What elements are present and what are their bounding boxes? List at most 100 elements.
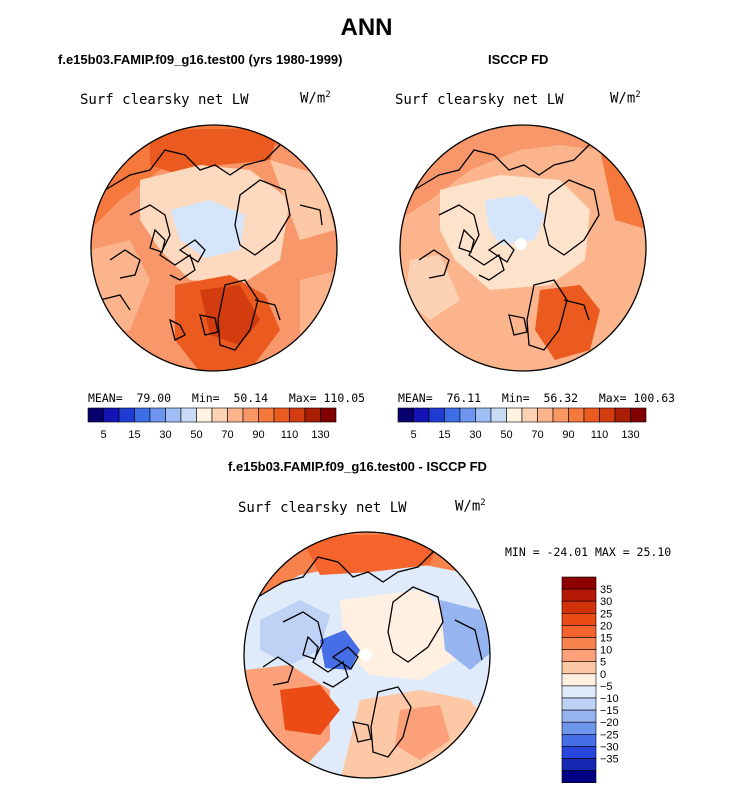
diff-pole-hole bbox=[360, 649, 372, 661]
colorbar-swatch bbox=[149, 407, 166, 423]
colorbar-swatch bbox=[165, 407, 182, 423]
colorbar-tick-label: −35 bbox=[600, 754, 619, 766]
colorbar-tick-label: −20 bbox=[600, 717, 619, 729]
colorbar-tick-label: −5 bbox=[600, 681, 613, 693]
colorbar-swatch bbox=[561, 600, 597, 614]
colorbar-swatch bbox=[561, 661, 597, 675]
colorbar-swatch bbox=[304, 407, 321, 423]
diff-coastlines bbox=[257, 546, 483, 758]
colorbar-obs: 5 15 30 50 70 90 110 130 bbox=[397, 407, 647, 441]
colorbar-swatch bbox=[211, 407, 228, 423]
colorbar-tick-label: 15 bbox=[600, 633, 612, 645]
colorbar-swatch bbox=[428, 407, 445, 423]
colorbar-swatch bbox=[444, 407, 461, 423]
colorbar-swatch bbox=[583, 407, 600, 423]
colorbar-swatch bbox=[87, 407, 104, 423]
panel-model-stats: MEAN= 79.00 Min= 50.14 Max= 110.05 bbox=[88, 391, 366, 405]
colorbar-tick-label: 90 bbox=[252, 429, 264, 441]
colorbar-swatch bbox=[258, 407, 275, 423]
diff-map-border bbox=[243, 531, 491, 779]
colorbar-tick-label: 5 bbox=[100, 429, 106, 441]
colorbar-tick-label: 30 bbox=[159, 429, 171, 441]
panel-model-title: f.e15b03.FAMIP.f09_g16.test00 (yrs 1980-… bbox=[58, 52, 343, 67]
colorbar-swatch bbox=[561, 746, 597, 759]
colorbar-swatch bbox=[134, 407, 151, 423]
colorbar-swatch bbox=[397, 407, 414, 423]
colorbar-tick-label: 70 bbox=[221, 429, 233, 441]
colorbar-tick-label: 25 bbox=[600, 608, 612, 620]
colorbar-tick-label: 0 bbox=[600, 669, 606, 681]
colorbar-tick-label: 15 bbox=[128, 429, 140, 441]
colorbar-swatch bbox=[561, 576, 597, 590]
colorbar-swatch bbox=[273, 407, 290, 423]
panel-diff-title: f.e15b03.FAMIP.f09_g16.test00 - ISCCP FD bbox=[228, 459, 487, 474]
colorbar-swatch bbox=[521, 407, 538, 423]
colorbar-tick-label: 130 bbox=[311, 429, 329, 441]
panel-obs-stats: MEAN= 76.11 Min= 56.32 Max= 100.63 bbox=[398, 391, 676, 405]
colorbar-tick-label: −10 bbox=[600, 693, 619, 705]
colorbar-tick-label: 130 bbox=[621, 429, 639, 441]
colorbar-tick-label: 35 bbox=[600, 584, 612, 596]
colorbar-swatch bbox=[537, 407, 554, 423]
panel-obs-units-label: W/m2 bbox=[610, 90, 641, 107]
colorbar-swatch bbox=[561, 758, 597, 771]
model-map-border bbox=[90, 124, 338, 372]
colorbar-swatch bbox=[459, 407, 476, 423]
colorbar-tick-label: 90 bbox=[562, 429, 574, 441]
colorbar-swatch bbox=[561, 612, 597, 626]
colorbar-tick-label: 110 bbox=[591, 429, 609, 441]
colorbar-swatch bbox=[561, 673, 597, 687]
colorbar-swatch bbox=[196, 407, 213, 423]
colorbar-tick-label: 10 bbox=[600, 645, 612, 657]
colorbar-tick-label: 30 bbox=[469, 429, 481, 441]
obs-map-border bbox=[399, 124, 647, 372]
colorbar-tick-label: 30 bbox=[600, 596, 612, 608]
colorbar-swatch bbox=[561, 685, 597, 699]
colorbar-swatch bbox=[561, 637, 597, 650]
colorbar-swatch bbox=[561, 709, 597, 723]
colorbar-swatch bbox=[561, 697, 597, 711]
colorbar-swatch bbox=[227, 407, 244, 423]
panel-obs-variable-label: Surf clearsky net LW bbox=[395, 92, 564, 108]
model-field-layer bbox=[91, 125, 337, 371]
colorbar-tick-label: −30 bbox=[600, 741, 619, 753]
colorbar-tick-label: 15 bbox=[438, 429, 450, 441]
colorbar-swatch bbox=[599, 407, 616, 423]
colorbar-swatch bbox=[289, 407, 306, 423]
colorbar-tick-label: −25 bbox=[600, 729, 619, 741]
panel-obs-title: ISCCP FD bbox=[488, 52, 549, 67]
colorbar-tick-label: 50 bbox=[190, 429, 202, 441]
colorbar-tick-label: 50 bbox=[500, 429, 512, 441]
colorbar-swatch bbox=[561, 649, 597, 662]
colorbar-swatch bbox=[506, 407, 523, 423]
colorbar-swatch bbox=[614, 407, 631, 423]
panel-model-variable-label: Surf clearsky net LW bbox=[80, 92, 249, 108]
colorbar-swatch bbox=[630, 407, 647, 423]
obs-pole-hole bbox=[515, 238, 527, 250]
colorbar-swatch bbox=[242, 407, 259, 423]
colorbar-swatch bbox=[561, 770, 597, 783]
panel-model-units-label: W/m2 bbox=[300, 90, 331, 107]
colorbar-tick-label: 20 bbox=[600, 620, 612, 632]
page-title: ANN bbox=[340, 14, 393, 41]
colorbar-tick-label: 110 bbox=[281, 429, 299, 441]
colorbar-swatch bbox=[568, 407, 585, 423]
colorbar-tick-label: 70 bbox=[531, 429, 543, 441]
panel-diff-units-label: W/m2 bbox=[455, 498, 486, 515]
colorbar-swatch bbox=[561, 721, 597, 735]
colorbar-swatch bbox=[413, 407, 430, 423]
colorbar-swatch bbox=[490, 407, 507, 423]
colorbar-tick-label: −15 bbox=[600, 705, 619, 717]
colorbar-swatch bbox=[561, 625, 597, 638]
colorbar-swatch bbox=[118, 407, 135, 423]
colorbar-tick-label: 5 bbox=[600, 657, 606, 669]
panel-diff-variable-label: Surf clearsky net LW bbox=[238, 500, 407, 516]
obs-coastlines bbox=[413, 139, 610, 351]
colorbar-swatch bbox=[561, 733, 597, 747]
panel-diff-min-max: MIN = -24.01 MAX = 25.10 bbox=[505, 545, 672, 559]
colorbar-swatch bbox=[180, 407, 197, 423]
colorbar-model: 5 15 30 50 70 90 110 130 bbox=[87, 407, 337, 441]
colorbar-swatch bbox=[552, 407, 569, 423]
